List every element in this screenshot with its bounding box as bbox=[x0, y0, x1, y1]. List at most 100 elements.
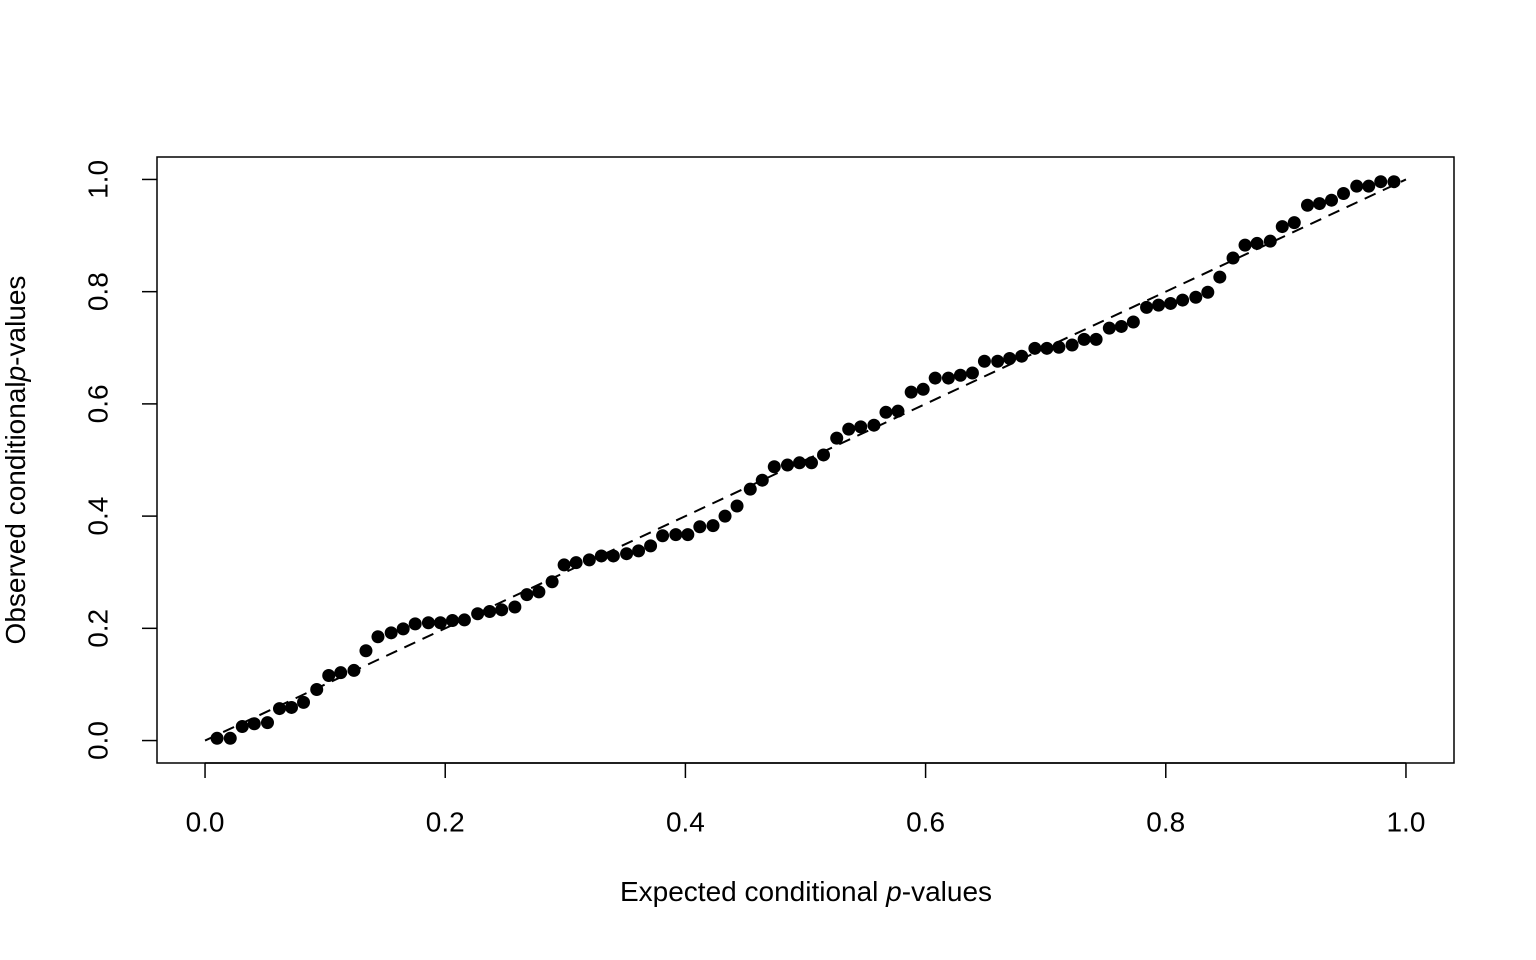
point bbox=[1140, 300, 1154, 314]
point bbox=[1250, 236, 1264, 250]
point bbox=[916, 382, 930, 396]
point bbox=[272, 702, 286, 716]
point bbox=[620, 547, 634, 561]
point bbox=[632, 544, 646, 558]
point bbox=[1374, 175, 1388, 189]
point bbox=[1052, 340, 1066, 354]
point bbox=[371, 630, 385, 644]
point bbox=[408, 617, 422, 631]
point bbox=[1312, 197, 1326, 211]
point bbox=[223, 731, 237, 745]
point bbox=[669, 528, 683, 542]
point bbox=[483, 605, 497, 618]
point bbox=[1077, 332, 1091, 346]
axis-label-part: p bbox=[885, 876, 902, 907]
x-tick-label: 0.4 bbox=[666, 806, 705, 837]
point bbox=[854, 420, 868, 434]
point bbox=[445, 613, 459, 627]
point bbox=[1238, 238, 1252, 252]
axis-label-part: p bbox=[0, 366, 31, 383]
point bbox=[1126, 315, 1140, 329]
point bbox=[285, 700, 299, 714]
point bbox=[545, 575, 559, 589]
point bbox=[433, 616, 447, 630]
point bbox=[606, 549, 620, 563]
point bbox=[334, 666, 348, 680]
point bbox=[767, 460, 781, 474]
point bbox=[1263, 234, 1277, 248]
point bbox=[693, 520, 707, 534]
point bbox=[977, 354, 991, 368]
y-tick-label: 0.0 bbox=[82, 721, 113, 760]
point bbox=[1362, 179, 1376, 193]
point bbox=[941, 371, 955, 385]
point bbox=[842, 422, 856, 436]
point bbox=[656, 529, 670, 543]
y-tick-label: 0.6 bbox=[82, 384, 113, 423]
reference-line bbox=[204, 178, 1407, 742]
point bbox=[830, 431, 844, 445]
x-tick-label: 0.6 bbox=[906, 806, 945, 837]
point bbox=[1213, 270, 1227, 284]
point bbox=[718, 509, 732, 523]
x-tick-label: 0.2 bbox=[426, 806, 465, 837]
point bbox=[991, 354, 1005, 368]
y-tick-label: 1.0 bbox=[82, 160, 113, 199]
point bbox=[1040, 341, 1054, 355]
point bbox=[1287, 216, 1301, 230]
point bbox=[421, 616, 435, 630]
y-tick-label: 0.8 bbox=[82, 272, 113, 311]
point bbox=[1003, 351, 1017, 365]
point bbox=[532, 585, 546, 599]
point bbox=[247, 717, 261, 731]
point bbox=[520, 588, 534, 602]
point bbox=[965, 366, 979, 380]
point bbox=[1028, 341, 1042, 355]
point bbox=[1350, 179, 1364, 193]
point bbox=[891, 404, 905, 418]
x-axis-label: Expected conditional p-values bbox=[620, 876, 992, 907]
point bbox=[755, 473, 769, 487]
axis-label-part: -values bbox=[0, 276, 31, 366]
point bbox=[569, 556, 583, 570]
point bbox=[792, 456, 806, 470]
point bbox=[1189, 290, 1203, 304]
point bbox=[928, 371, 942, 385]
x-tick-label: 1.0 bbox=[1386, 806, 1425, 837]
point bbox=[904, 385, 918, 399]
point bbox=[681, 528, 695, 542]
point bbox=[805, 456, 819, 470]
point bbox=[953, 368, 967, 382]
point bbox=[471, 607, 485, 621]
point bbox=[780, 458, 794, 472]
point bbox=[508, 600, 522, 614]
point bbox=[1164, 296, 1178, 310]
point bbox=[867, 418, 881, 432]
point bbox=[235, 720, 249, 734]
point bbox=[1065, 338, 1079, 352]
point bbox=[1337, 186, 1351, 200]
point bbox=[557, 558, 571, 572]
y-tick-label: 0.2 bbox=[82, 609, 113, 648]
point bbox=[359, 644, 373, 658]
axis-label-part: -values bbox=[902, 876, 992, 907]
point bbox=[1089, 332, 1103, 346]
point bbox=[730, 499, 744, 513]
point bbox=[817, 448, 831, 462]
point bbox=[879, 405, 893, 419]
point bbox=[310, 682, 324, 696]
point bbox=[260, 716, 274, 730]
point bbox=[1275, 220, 1289, 234]
point bbox=[594, 549, 608, 563]
point bbox=[1176, 293, 1190, 307]
point bbox=[1325, 193, 1339, 207]
point bbox=[396, 622, 410, 636]
point bbox=[1114, 319, 1128, 333]
point bbox=[582, 553, 596, 567]
x-tick-label: 0.0 bbox=[186, 806, 225, 837]
point bbox=[706, 519, 720, 533]
point bbox=[297, 695, 311, 709]
point bbox=[1387, 175, 1401, 189]
